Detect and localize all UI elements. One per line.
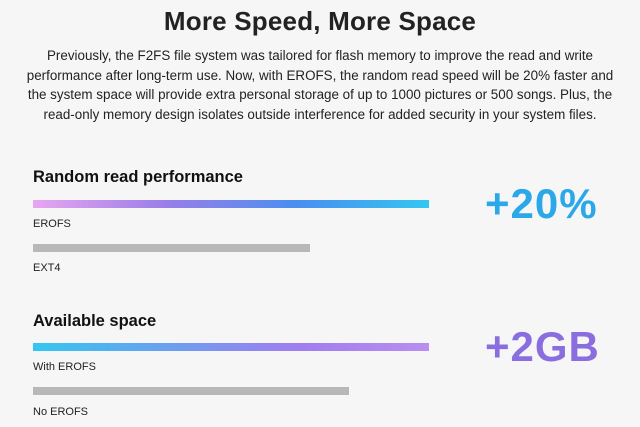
page-description: Previously, the F2FS file system was tai… xyxy=(26,48,614,122)
erofs-read-bar xyxy=(33,200,429,208)
no-erofs-space-label: No EROFS xyxy=(33,406,89,418)
section-title-random-read: Random read performance xyxy=(33,168,243,186)
page-title: More Speed, More Space xyxy=(163,6,477,36)
ext4-read-bar xyxy=(33,244,310,252)
with-erofs-space-bar xyxy=(33,343,429,351)
section-title-available-space: Available space xyxy=(33,312,157,330)
available-space-stat: +2GB xyxy=(485,323,600,370)
ext4-read-label: EXT4 xyxy=(33,262,61,274)
read-performance-stat: +20% xyxy=(485,180,598,227)
with-erofs-space-label: With EROFS xyxy=(33,361,96,373)
erofs-read-label: EROFS xyxy=(33,218,71,230)
no-erofs-space-bar xyxy=(33,387,349,395)
